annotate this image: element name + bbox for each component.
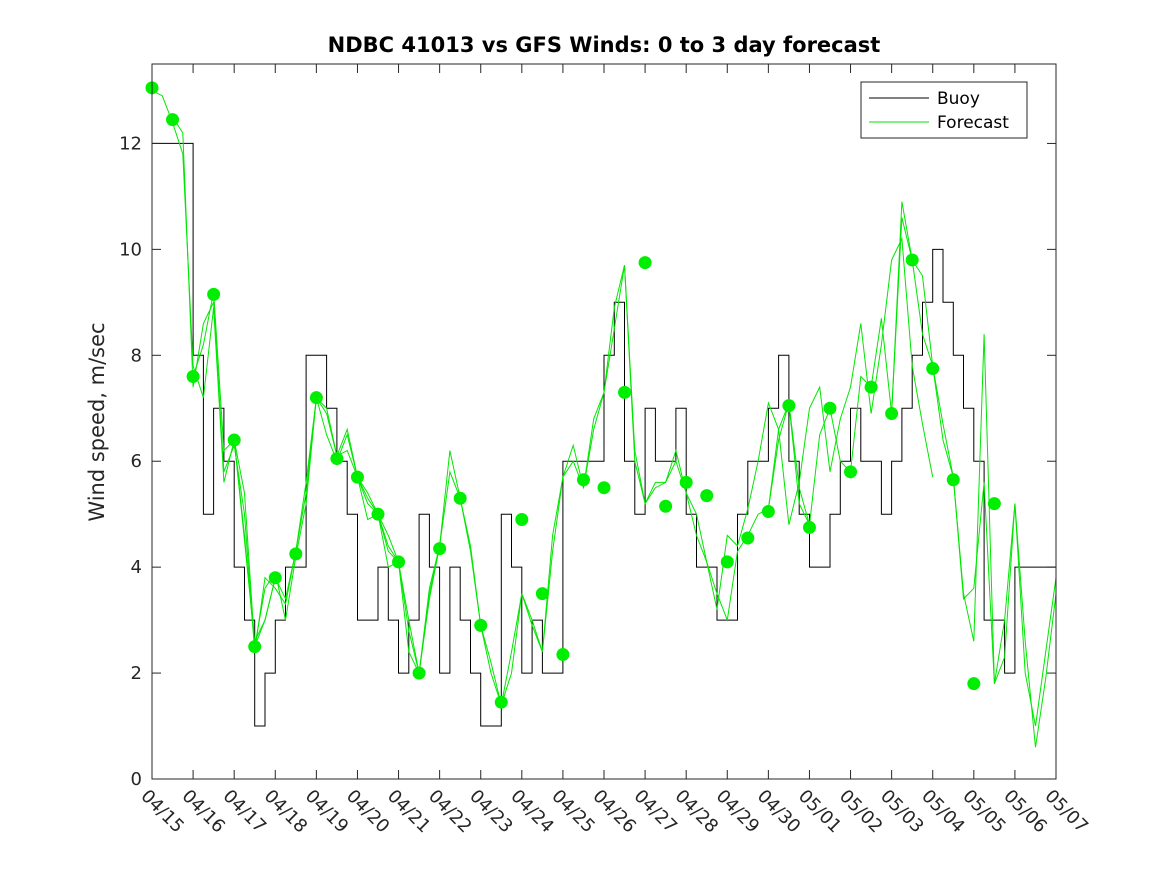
forecast-marker bbox=[618, 385, 632, 399]
forecast-marker bbox=[330, 452, 344, 466]
legend-buoy-label: Buoy bbox=[937, 89, 980, 109]
y-tick-label: 10 bbox=[119, 239, 142, 260]
forecast-marker bbox=[967, 677, 981, 691]
x-tick-label: 05/05 bbox=[958, 786, 1010, 838]
forecast-marker bbox=[289, 547, 303, 561]
x-tick-label: 04/28 bbox=[671, 786, 723, 838]
x-tick-label: 04/26 bbox=[588, 786, 640, 838]
y-tick-label: 4 bbox=[131, 557, 142, 578]
forecast-marker bbox=[166, 113, 180, 127]
forecast-marker bbox=[597, 481, 611, 495]
x-tick-label: 04/16 bbox=[178, 786, 230, 838]
x-tick-label: 05/03 bbox=[876, 786, 928, 838]
forecast-line-6 bbox=[644, 236, 934, 610]
x-tick-label: 05/02 bbox=[835, 786, 887, 838]
forecast-marker bbox=[864, 380, 878, 394]
y-tick-label: 12 bbox=[119, 133, 142, 154]
forecast-marker bbox=[885, 407, 899, 421]
x-tick-label: 04/29 bbox=[712, 786, 764, 838]
forecast-marker bbox=[474, 618, 488, 632]
forecast-marker bbox=[207, 287, 221, 301]
forecast-marker bbox=[309, 391, 323, 405]
forecast-marker bbox=[700, 489, 714, 503]
x-tick-label: 05/06 bbox=[999, 786, 1051, 838]
forecast-marker bbox=[515, 512, 529, 526]
forecast-marker bbox=[494, 695, 508, 709]
forecast-marker bbox=[926, 362, 940, 376]
forecast-marker bbox=[741, 531, 755, 545]
legend: Buoy Forecast bbox=[860, 81, 1028, 139]
forecast-marker bbox=[720, 555, 734, 569]
x-tick-label: 04/19 bbox=[301, 786, 353, 838]
legend-forecast-label: Forecast bbox=[937, 113, 1009, 133]
x-tick-label: 04/27 bbox=[630, 786, 682, 838]
forecast-marker bbox=[186, 369, 200, 383]
forecast-line-8 bbox=[891, 201, 1056, 748]
forecast-marker bbox=[268, 571, 282, 585]
x-tick-label: 05/07 bbox=[1040, 786, 1092, 838]
forecast-marker bbox=[556, 648, 570, 662]
forecast-marker bbox=[659, 499, 673, 513]
forecast-marker bbox=[392, 555, 406, 569]
forecast-marker bbox=[576, 473, 590, 487]
x-tick-label: 04/24 bbox=[506, 786, 558, 838]
y-tick-label: 2 bbox=[131, 663, 142, 684]
forecast-marker bbox=[453, 491, 467, 505]
y-axis: 0 2 4 6 8 10 12 bbox=[119, 133, 1056, 790]
x-tick-label: 05/04 bbox=[917, 786, 969, 838]
x-tick-label: 04/20 bbox=[342, 786, 394, 838]
y-tick-label: 0 bbox=[131, 769, 142, 790]
x-tick-label: 05/01 bbox=[794, 786, 846, 838]
forecast-marker bbox=[823, 401, 837, 415]
x-tick-label: 04/15 bbox=[136, 786, 188, 838]
y-axis-label: Wind speed, m/sec bbox=[85, 322, 109, 521]
forecast-markers bbox=[145, 81, 1001, 709]
y-tick-label: 6 bbox=[131, 451, 142, 472]
x-tick-label: 04/17 bbox=[219, 786, 271, 838]
forecast-marker bbox=[946, 473, 960, 487]
forecast-marker bbox=[761, 505, 775, 519]
forecast-marker bbox=[248, 640, 262, 654]
forecast-marker bbox=[535, 587, 549, 601]
forecast-marker bbox=[802, 520, 816, 534]
buoy-line bbox=[152, 142, 1056, 727]
x-tick-label: 04/23 bbox=[465, 786, 517, 838]
chart-title: NDBC 41013 vs GFS Winds: 0 to 3 day fore… bbox=[328, 33, 881, 57]
forecast-marker bbox=[905, 253, 919, 267]
forecast-marker bbox=[679, 475, 693, 489]
forecast-marker bbox=[433, 542, 447, 556]
forecast-marker bbox=[350, 470, 364, 484]
y-tick-label: 8 bbox=[131, 345, 142, 366]
forecast-marker bbox=[782, 399, 796, 413]
forecast-marker bbox=[227, 433, 241, 447]
forecast-marker bbox=[412, 666, 426, 680]
legend-box bbox=[860, 81, 1028, 139]
x-tick-label: 04/25 bbox=[547, 786, 599, 838]
forecast-marker bbox=[371, 507, 385, 521]
x-tick-label: 04/30 bbox=[753, 786, 805, 838]
forecast-marker bbox=[638, 256, 652, 270]
x-tick-label: 04/22 bbox=[424, 786, 476, 838]
x-tick-label: 04/21 bbox=[383, 786, 435, 838]
forecast-marker bbox=[844, 465, 858, 479]
x-tick-label: 04/18 bbox=[260, 786, 312, 838]
buoy-series bbox=[152, 142, 1056, 727]
forecast-marker bbox=[987, 497, 1001, 511]
